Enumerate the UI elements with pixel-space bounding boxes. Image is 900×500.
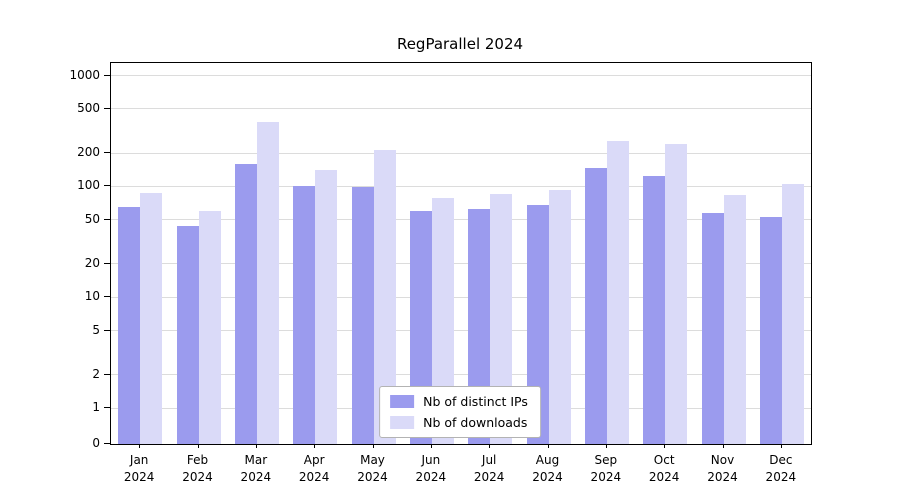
bar-distinct-ips [176,225,199,444]
gridline [111,108,811,110]
legend-entry-distinct-ips: Nb of distinct IPs [390,394,528,409]
x-tick-mark [372,444,374,448]
chart-title: RegParallel 2024 [396,35,524,53]
x-tick-mark [489,444,491,448]
x-tick-label: Jun 2024 [415,453,447,484]
legend-swatch-distinct-ips [390,395,415,408]
bar-downloads [781,184,804,444]
y-tick-label: 500 [77,100,100,115]
bar-downloads [431,198,454,444]
y-tick-mark [104,443,110,444]
x-tick-mark [197,444,199,448]
x-tick-label: Sep 2024 [590,453,622,484]
x-tick-label: Jul 2024 [473,453,505,484]
gridline [111,185,811,187]
y-tick-mark [104,74,110,76]
x-tick-label: Feb 2024 [182,453,213,484]
legend-label: Nb of downloads [423,415,528,430]
y-tick-mark [104,107,110,109]
x-tick-label: Jan 2024 [123,453,155,484]
bar-distinct-ips [234,163,257,444]
y-tick-label: 10 [84,289,100,304]
x-tick-mark [255,444,257,448]
bar-downloads [606,141,629,444]
bar-distinct-ips [584,167,607,444]
bar-distinct-ips [409,211,432,444]
y-tick-label: 1 [92,400,100,414]
bar-distinct-ips [526,204,549,444]
y-tick-mark [104,329,110,331]
x-tick-mark [605,444,607,448]
bar-downloads [723,195,746,444]
legend: Nb of distinct IPs Nb of downloads [379,386,541,438]
x-tick-mark [664,444,666,448]
y-tick-mark [104,152,110,154]
y-tick-label: 50 [84,211,100,226]
bar-distinct-ips [118,207,141,444]
x-tick-label: Oct 2024 [648,453,680,484]
x-tick-mark [722,444,724,448]
y-tick-label: 1000 [69,67,100,82]
y-tick-mark [104,407,110,408]
y-tick-mark [104,373,110,375]
x-tick-mark [780,444,782,448]
x-tick-label: Apr 2024 [298,453,330,484]
x-tick-label: Mar 2024 [240,453,272,484]
legend-label: Nb of distinct IPs [423,394,528,409]
y-tick-label: 100 [77,178,100,193]
bar-downloads [256,122,279,444]
bar-downloads [373,149,396,444]
bar-distinct-ips [643,175,666,444]
x-tick-mark [139,444,141,448]
y-tick-mark [104,185,110,187]
bar-distinct-ips [701,212,724,444]
x-tick-label: Nov 2024 [707,453,738,484]
y-tick-label: 200 [77,145,100,160]
x-tick-mark [430,444,432,448]
gridline [111,219,811,221]
bar-distinct-ips [468,209,491,444]
gridline [111,296,811,298]
bar-distinct-ips [293,186,316,444]
bar-downloads [315,170,338,444]
x-tick-label: May 2024 [357,453,388,484]
bar-downloads [140,192,163,444]
gridline [111,374,811,376]
gridline [111,152,811,154]
y-tick-label: 5 [92,322,100,337]
gridline [111,75,811,77]
x-tick-label: Aug 2024 [532,453,563,484]
y-tick-mark [104,296,110,298]
x-tick-mark [314,444,316,448]
y-tick-mark [104,262,110,264]
y-tick-label: 20 [84,255,100,270]
bar-downloads [548,189,571,444]
bar-distinct-ips [759,216,782,444]
bar-distinct-ips [351,187,374,444]
bar-downloads [198,211,221,444]
gridline [111,263,811,265]
bar-downloads [490,194,513,444]
legend-swatch-downloads [390,416,415,429]
x-tick-label: Dec 2024 [765,453,797,484]
gridline [111,330,811,332]
y-tick-label: 0 [92,436,100,450]
y-tick-mark [104,218,110,220]
bar-downloads [665,144,688,444]
x-tick-mark [547,444,549,448]
y-tick-label: 2 [92,366,100,381]
legend-entry-downloads: Nb of downloads [390,415,528,430]
plot-area [110,62,812,445]
